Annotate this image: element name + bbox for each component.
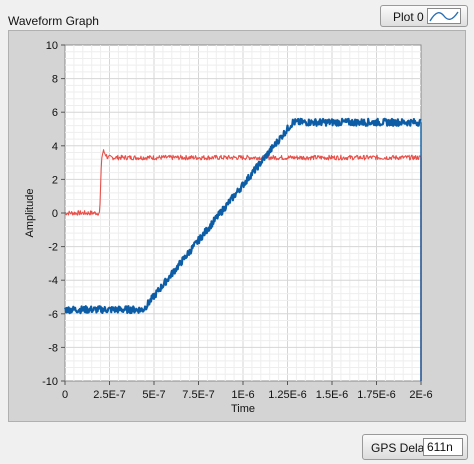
y-tick-label: 4 xyxy=(52,141,58,153)
plot-legend-label: Plot 0 xyxy=(393,10,424,24)
gps-delay-value: 611n xyxy=(423,438,463,456)
y-tick-label: 6 xyxy=(52,107,58,119)
y-tick-label: 8 xyxy=(52,74,58,86)
y-tick-label: -4 xyxy=(48,275,58,287)
x-tick-label: 1E-6 xyxy=(231,389,254,401)
y-tick-label: 0 xyxy=(52,208,58,220)
series-line xyxy=(64,117,422,315)
graph-title: Waveform Graph xyxy=(8,14,99,28)
graph-frame: 10 8 6 4 2 0 -2 -4 -6 -8 -10 0 2.5E-7 5E-7 7.5E-7 1E-6 1… xyxy=(8,30,466,422)
series-line xyxy=(64,149,422,216)
y-tick-label: -2 xyxy=(48,242,58,254)
x-tick-label: 2E-6 xyxy=(409,389,432,401)
x-tick-label: 1.75E-6 xyxy=(357,389,396,401)
waveform-chart[interactable]: 10 8 6 4 2 0 -2 -4 -6 -8 -10 0 2.5E-7 5E-7 7.5E-7 1E-6 1… xyxy=(9,31,467,423)
y-tick-label: 2 xyxy=(52,174,58,186)
plot-legend[interactable]: Plot 0 xyxy=(380,5,468,27)
line-plot-icon xyxy=(427,8,461,24)
x-tick-label: 7.5E-7 xyxy=(182,389,214,401)
y-axis-label: Amplitude xyxy=(24,189,36,238)
y-tick-label: -8 xyxy=(48,342,58,354)
x-tick-label: 5E-7 xyxy=(142,389,165,401)
x-tick-label: 0 xyxy=(62,389,68,401)
y-tick-label: -6 xyxy=(48,309,58,321)
x-tick-label: 1.25E-6 xyxy=(268,389,307,401)
gps-delay-label: GPS Delay xyxy=(371,441,431,455)
x-tick-label: 1.5E-6 xyxy=(316,389,348,401)
x-tick-label: 2.5E-7 xyxy=(93,389,125,401)
x-axis-label: Time xyxy=(231,403,255,415)
y-tick-label: 10 xyxy=(46,40,58,52)
y-tick-label: -10 xyxy=(42,376,58,388)
gps-delay-indicator: GPS Delay 611n xyxy=(362,434,468,460)
